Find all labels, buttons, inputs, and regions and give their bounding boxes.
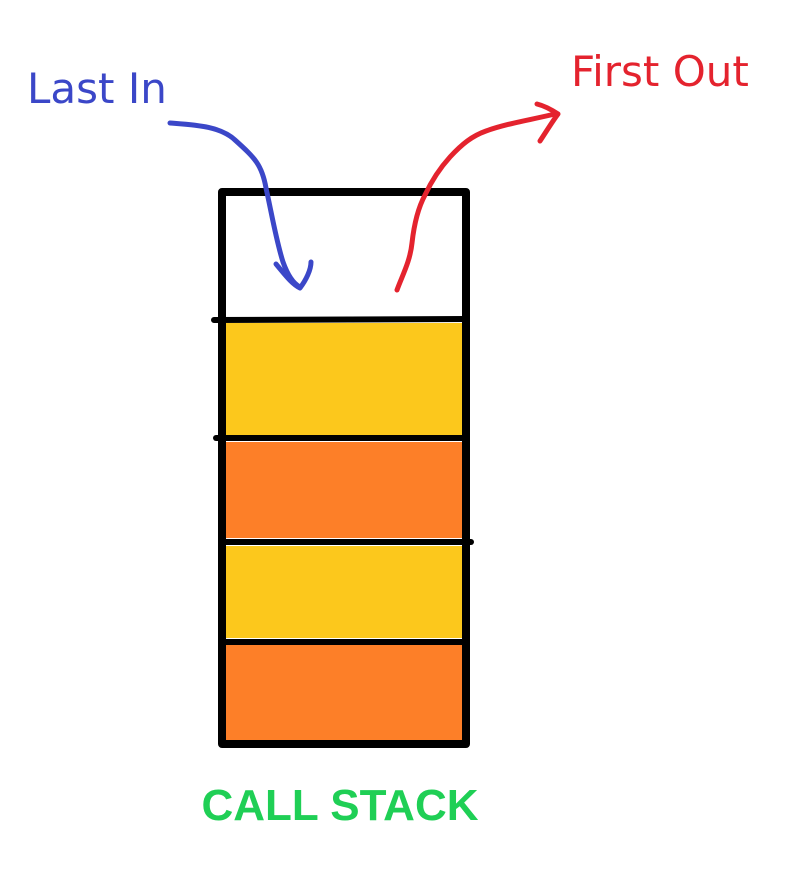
pop-label: First Out (571, 47, 749, 96)
stack-container (211, 188, 474, 748)
stack-frame-2 (226, 442, 462, 538)
pop-arrow-head (534, 101, 561, 144)
pop-arrow (394, 101, 561, 293)
stack-frame-4 (226, 645, 462, 740)
stack-outline (218, 188, 470, 748)
push-arrow-head (273, 259, 314, 291)
stack-frame-3 (226, 546, 462, 638)
stack-caption: CALL STACK (201, 781, 478, 830)
push-label: Last In (27, 64, 167, 113)
push-arrow (167, 120, 314, 291)
stack-divider-1 (211, 316, 469, 323)
stack-slot-empty (226, 196, 462, 318)
stack-frame-1 (226, 323, 462, 435)
